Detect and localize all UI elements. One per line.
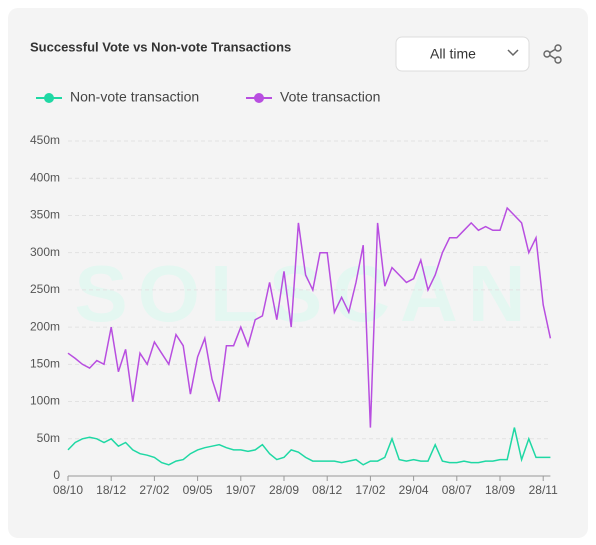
x-tick-label: 18/12	[96, 483, 126, 497]
x-tick-label: 29/04	[399, 483, 429, 497]
x-tick-label: 09/05	[183, 483, 213, 497]
dropdown-arrow	[507, 49, 519, 57]
y-tick-label: 100m	[30, 394, 60, 408]
y-tick-label: 250m	[30, 282, 60, 296]
legend-marker	[44, 93, 54, 103]
chart-title: Successful Vote vs Non-vote Transactions	[30, 39, 291, 54]
x-tick-label: 08/12	[312, 483, 342, 497]
card	[8, 8, 588, 538]
y-tick-label: 200m	[30, 319, 60, 333]
share-icon[interactable]	[543, 44, 562, 64]
y-tick-label: 0	[53, 468, 60, 482]
y-tick-label: 450m	[30, 133, 60, 147]
watermark: SOLSCAN	[74, 249, 535, 338]
series-line	[67, 206, 552, 428]
y-tick-label: 150m	[30, 357, 60, 371]
y-tick-label: 300m	[30, 245, 60, 259]
y-tick-label: 400m	[30, 170, 60, 184]
legend-label: Non-vote transaction	[70, 89, 199, 105]
x-tick-label: 27/02	[139, 483, 169, 497]
x-tick-label: 28/09	[269, 483, 299, 497]
y-tick-label: 350m	[30, 208, 60, 222]
legend-marker	[254, 93, 264, 103]
x-tick-label: 19/07	[226, 483, 256, 497]
series-line	[67, 427, 551, 466]
x-tick-label: 17/02	[355, 483, 385, 497]
range-select[interactable]	[395, 36, 530, 72]
y-tick-label: 50m	[37, 431, 60, 445]
range-select-label: All time	[430, 46, 476, 62]
legend-label: Vote transaction	[280, 89, 380, 105]
x-tick-label: 08/10	[53, 483, 83, 497]
x-tick-label: 08/07	[442, 483, 472, 497]
x-tick-label: 18/09	[485, 483, 515, 497]
x-tick-label: 28/11	[529, 483, 558, 497]
